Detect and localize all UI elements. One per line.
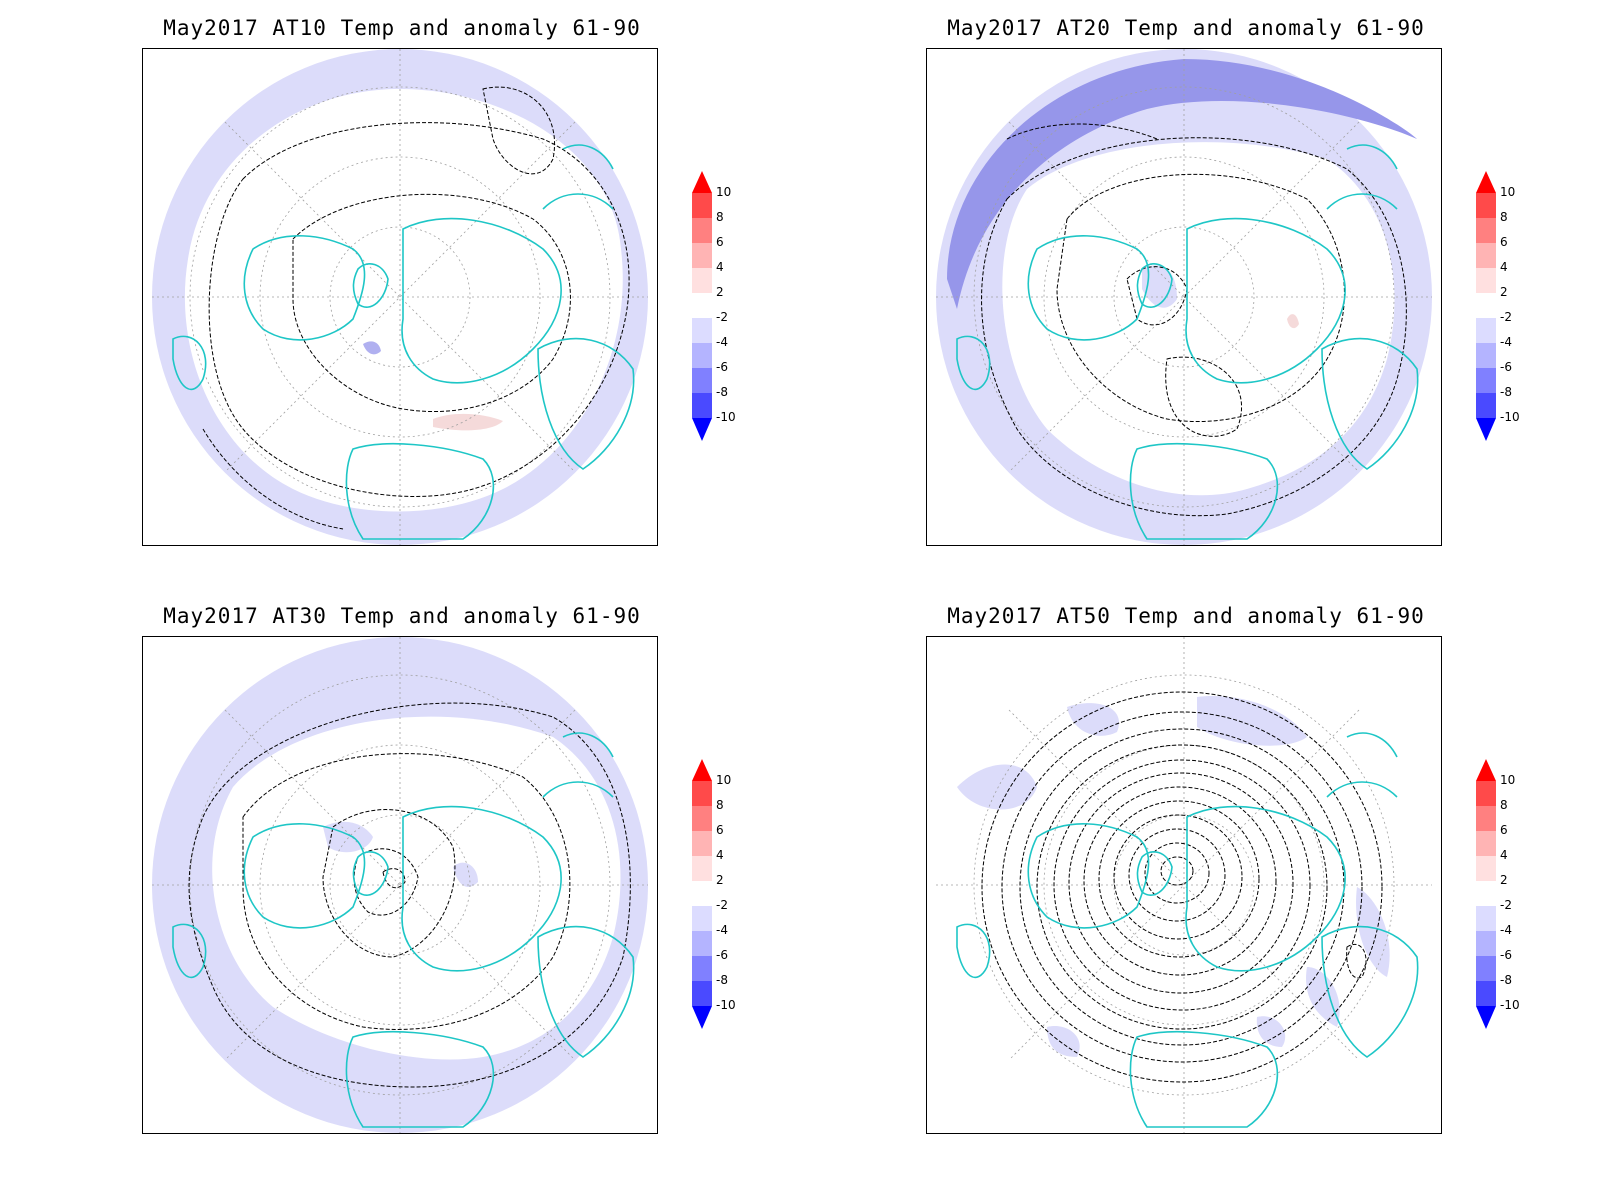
colorbar-label: 8	[1500, 798, 1508, 812]
polar-map	[926, 636, 1442, 1134]
colorbar-label: -10	[1500, 410, 1520, 424]
panel-at50: May2017 AT50 Temp and anomaly 61-90	[926, 604, 1600, 1184]
anomaly-colorbar: 10 8 6 4 2 -2 -4 -6 -8 -10	[692, 171, 752, 461]
panel-title: May2017 AT30 Temp and anomaly 61-90	[163, 604, 641, 628]
anomaly-colorbar: 10 8 6 4 2 -2 -4 -6 -8 -10	[1476, 759, 1536, 1049]
anomaly-colorbar: 10 8 6 4 2 -2 -4 -6 -8 -10	[1476, 171, 1536, 461]
map-svg	[152, 637, 648, 1133]
colorbar-label: 8	[716, 798, 724, 812]
colorbar-label: -8	[1500, 385, 1512, 399]
colorbar-label: 6	[1500, 823, 1508, 837]
colorbar-label: 8	[1500, 210, 1508, 224]
colorbar-label: -4	[1500, 923, 1512, 937]
colorbar-label: -10	[1500, 998, 1520, 1012]
colorbar-label: 4	[1500, 260, 1508, 274]
anomaly-colorbar: 10 8 6 4 2 -2 -4 -6 -8 -10	[692, 759, 752, 1049]
colorbar-label: -2	[1500, 898, 1512, 912]
colorbar-label: -4	[716, 923, 728, 937]
colorbar-label: -6	[716, 360, 728, 374]
map-svg	[936, 637, 1432, 1133]
polar-map	[142, 48, 658, 546]
colorbar-label: -2	[716, 310, 728, 324]
colorbar-label: -6	[1500, 360, 1512, 374]
colorbar-label: 4	[716, 260, 724, 274]
colorbar-label: 6	[716, 235, 724, 249]
colorbar-label: -10	[716, 998, 736, 1012]
panel-at30: May2017 AT30 Temp and anomaly 61-90	[142, 604, 902, 1184]
colorbar-label: 10	[716, 185, 732, 199]
colorbar-label: 8	[716, 210, 724, 224]
colorbar-label: 2	[1500, 873, 1508, 887]
map-svg	[936, 49, 1432, 545]
panel-title: May2017 AT10 Temp and anomaly 61-90	[163, 16, 641, 40]
colorbar-svg	[692, 759, 712, 1029]
colorbar-label: -8	[716, 973, 728, 987]
colorbar-label: 10	[716, 773, 732, 787]
panel-at10: May2017 AT10 Temp and anomaly 61-90	[142, 16, 902, 596]
panel-title: May2017 AT50 Temp and anomaly 61-90	[947, 604, 1425, 628]
map-svg	[152, 49, 648, 545]
colorbar-svg	[692, 171, 712, 441]
panel-title: May2017 AT20 Temp and anomaly 61-90	[947, 16, 1425, 40]
colorbar-label: 2	[716, 285, 724, 299]
colorbar-label: -2	[1500, 310, 1512, 324]
colorbar-label: 6	[1500, 235, 1508, 249]
colorbar-label: -8	[1500, 973, 1512, 987]
colorbar-label: -6	[716, 948, 728, 962]
colorbar-label: 10	[1500, 185, 1516, 199]
colorbar-label: -8	[716, 385, 728, 399]
colorbar-label: -4	[1500, 335, 1512, 349]
colorbar-label: 2	[716, 873, 724, 887]
polar-map	[142, 636, 658, 1134]
colorbar-svg	[1476, 759, 1496, 1029]
colorbar-label: -6	[1500, 948, 1512, 962]
colorbar-label: 6	[716, 823, 724, 837]
colorbar-label: -4	[716, 335, 728, 349]
panel-at20: May2017 AT20 Temp and anomaly 61-90	[926, 16, 1600, 596]
colorbar-label: 2	[1500, 285, 1508, 299]
colorbar-svg	[1476, 171, 1496, 441]
polar-map	[926, 48, 1442, 546]
colorbar-label: 10	[1500, 773, 1516, 787]
colorbar-label: -2	[716, 898, 728, 912]
colorbar-label: 4	[1500, 848, 1508, 862]
colorbar-label: 4	[716, 848, 724, 862]
colorbar-label: -10	[716, 410, 736, 424]
